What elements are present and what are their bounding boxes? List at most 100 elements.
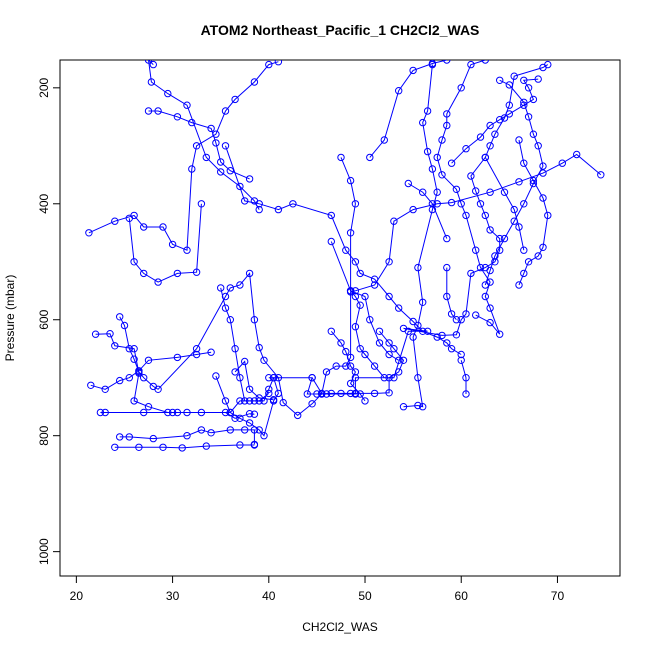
data-point-11-0 bbox=[217, 284, 225, 292]
series-line-22 bbox=[460, 360, 467, 394]
data-point-14-0 bbox=[308, 374, 316, 382]
data-point-8-0 bbox=[116, 433, 124, 441]
data-point-5-38 bbox=[597, 171, 605, 179]
data-point-3-4 bbox=[183, 101, 191, 109]
data-point-22-2 bbox=[462, 390, 470, 398]
data-point-5-26 bbox=[351, 287, 360, 295]
data-point-26-9 bbox=[515, 281, 523, 289]
series-line-27 bbox=[484, 157, 525, 251]
data-point-10-2 bbox=[226, 408, 235, 417]
series-line-0 bbox=[100, 64, 549, 413]
data-point-1-8 bbox=[192, 142, 201, 150]
series-line-7 bbox=[95, 333, 255, 419]
data-point-13-2 bbox=[255, 200, 263, 208]
data-point-15-6 bbox=[356, 390, 364, 398]
x-tick-label-0: 20 bbox=[70, 589, 84, 603]
data-point-24-8 bbox=[524, 84, 533, 92]
data-point-4-1 bbox=[130, 258, 138, 266]
data-point-17-8 bbox=[385, 350, 393, 359]
data-point-14-4 bbox=[337, 389, 345, 398]
data-point-4-4 bbox=[173, 269, 182, 278]
data-point-5-3 bbox=[130, 355, 138, 363]
y-axis: 200 400 600 800 1000 bbox=[37, 77, 60, 565]
data-point-7-9 bbox=[197, 408, 206, 417]
data-point-23-7 bbox=[472, 246, 480, 254]
data-point-27-4 bbox=[520, 246, 528, 254]
data-point-7-8 bbox=[173, 408, 182, 417]
data-point-11-1 bbox=[221, 304, 230, 312]
data-point-1-3 bbox=[140, 223, 148, 231]
data-point-19-8 bbox=[428, 205, 437, 214]
data-point-13-6 bbox=[342, 246, 350, 254]
data-point-5-15 bbox=[260, 356, 268, 364]
series-line-8 bbox=[119, 429, 255, 445]
data-point-26-6 bbox=[534, 252, 542, 260]
data-point-23-10 bbox=[452, 185, 461, 194]
data-point-5-13 bbox=[250, 316, 259, 324]
data-point-9-3 bbox=[178, 444, 186, 452]
data-point-13-9 bbox=[370, 275, 379, 283]
data-point-17-4 bbox=[346, 287, 355, 295]
data-point-1-7 bbox=[188, 165, 196, 173]
data-point-11-4 bbox=[236, 374, 244, 382]
data-point-1-10 bbox=[221, 107, 230, 115]
series-line-16 bbox=[330, 241, 385, 379]
data-point-6-3 bbox=[125, 374, 134, 382]
series-25 bbox=[481, 76, 547, 289]
data-point-15-0 bbox=[327, 327, 335, 335]
data-point-7-3 bbox=[130, 345, 138, 353]
data-point-4-0 bbox=[125, 214, 134, 223]
series-20 bbox=[404, 179, 451, 243]
data-point-7-0 bbox=[91, 330, 100, 338]
data-point-0-38 bbox=[505, 101, 513, 109]
data-point-5-34 bbox=[515, 178, 523, 186]
series-line-15 bbox=[330, 330, 366, 402]
data-point-14-11 bbox=[399, 356, 408, 364]
data-point-0-1 bbox=[96, 408, 105, 417]
data-point-15-3 bbox=[346, 362, 355, 370]
data-point-9-0 bbox=[111, 443, 119, 451]
data-point-15-2 bbox=[342, 347, 350, 356]
data-point-27-3 bbox=[515, 223, 523, 231]
data-point-4-6 bbox=[197, 200, 206, 208]
x-tick-label-1: 30 bbox=[166, 589, 180, 603]
series-line-18 bbox=[369, 60, 447, 158]
series-line-11 bbox=[220, 287, 270, 402]
series-21 bbox=[443, 263, 461, 324]
data-point-0-18 bbox=[423, 327, 432, 335]
data-point-14-5 bbox=[346, 389, 355, 398]
data-point-25-10 bbox=[500, 234, 509, 243]
data-point-10-0 bbox=[212, 372, 220, 380]
series-line-4 bbox=[128, 203, 202, 283]
data-point-15-7 bbox=[361, 397, 369, 405]
series-7 bbox=[91, 330, 259, 422]
data-point-8-6 bbox=[226, 426, 235, 434]
series-10 bbox=[212, 372, 283, 440]
data-point-14-14 bbox=[375, 327, 384, 335]
series-line-14 bbox=[311, 330, 405, 395]
data-point-16-6 bbox=[361, 350, 369, 359]
data-point-3-0 bbox=[149, 60, 158, 69]
data-point-14-8 bbox=[385, 389, 393, 397]
data-point-2-1 bbox=[154, 107, 162, 115]
data-point-21-2 bbox=[447, 310, 456, 318]
data-point-25-8 bbox=[520, 200, 528, 208]
series-line-26 bbox=[518, 139, 549, 286]
data-point-0-6 bbox=[236, 397, 244, 405]
data-point-2-7 bbox=[226, 167, 235, 175]
x-tick-label-3: 50 bbox=[358, 589, 372, 603]
series-4 bbox=[125, 200, 206, 286]
data-point-25-6 bbox=[539, 162, 547, 170]
data-point-1-13 bbox=[265, 60, 273, 69]
data-point-11-6 bbox=[245, 397, 254, 405]
data-point-19-11 bbox=[423, 147, 432, 156]
series-3 bbox=[144, 60, 263, 214]
data-point-10-6 bbox=[260, 432, 268, 440]
series-line-19 bbox=[403, 64, 438, 408]
series-8 bbox=[116, 426, 259, 449]
data-point-25-5 bbox=[534, 142, 542, 150]
chart-title: ATOM2 Northeast_Pacific_1 CH2Cl2_WAS bbox=[201, 22, 480, 38]
data-point-7-2 bbox=[111, 342, 119, 350]
data-point-0-28 bbox=[496, 234, 504, 243]
